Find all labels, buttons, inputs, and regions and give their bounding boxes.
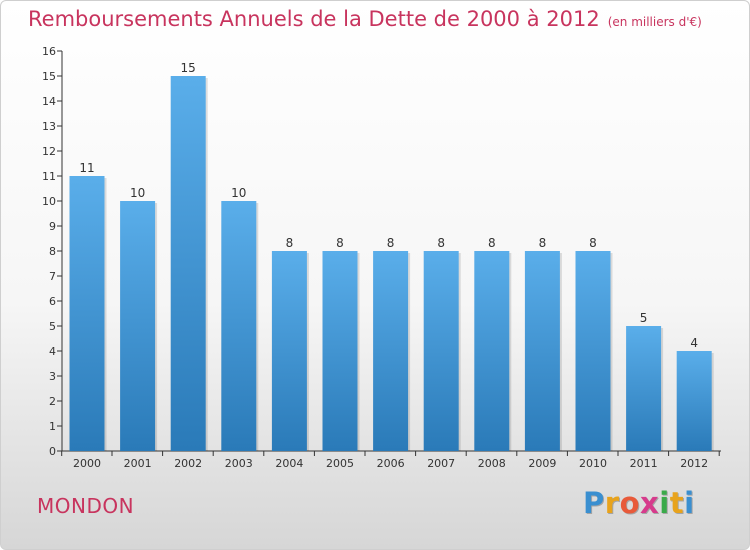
data-label-2000: 11	[79, 161, 94, 175]
data-label-2001: 10	[130, 186, 145, 200]
data-label-2002: 15	[181, 61, 196, 75]
x-tick-label-2006: 2006	[377, 457, 405, 470]
y-tick-label: 1	[49, 420, 56, 433]
y-tick-label: 15	[42, 70, 56, 83]
data-label-2010: 8	[589, 236, 597, 250]
x-tick-label-2003: 2003	[225, 457, 253, 470]
bar-2002	[170, 76, 206, 451]
x-tick-label-2001: 2001	[124, 457, 152, 470]
chart-title-text: Remboursements Annuels de la Dette de 20…	[28, 7, 600, 31]
data-label-2011: 5	[640, 311, 648, 325]
bar-2003	[221, 201, 257, 451]
proxiti-logo[interactable]: Proxiti	[583, 486, 695, 520]
y-tick-label: 11	[42, 170, 56, 183]
x-tick-label-2012: 2012	[680, 457, 708, 470]
y-tick-label: 16	[42, 45, 56, 58]
y-tick-label: 8	[49, 245, 56, 258]
y-tick-label: 13	[42, 120, 56, 133]
y-tick-label: 2	[49, 395, 56, 408]
data-label-2006: 8	[387, 236, 395, 250]
bar-2009	[524, 251, 560, 451]
logo-letter: P	[583, 486, 605, 520]
data-label-2012: 4	[690, 336, 698, 350]
bars: 11 10 15 10 8 8 8 8 8 8 8 5 4	[69, 61, 714, 451]
data-label-2008: 8	[488, 236, 496, 250]
y-tick-label: 3	[49, 370, 56, 383]
x-tick-label-2004: 2004	[275, 457, 303, 470]
y-tick-label: 4	[49, 345, 56, 358]
x-tick-label-2011: 2011	[630, 457, 658, 470]
y-tick-label: 12	[42, 145, 56, 158]
x-tick-label-2007: 2007	[427, 457, 455, 470]
logo-letter: r	[604, 486, 620, 520]
y-tick-label: 9	[49, 220, 56, 233]
data-label-2009: 8	[539, 236, 547, 250]
bar-2007	[423, 251, 459, 451]
data-label-2005: 8	[336, 236, 344, 250]
bar-2004	[271, 251, 307, 451]
chart-subtitle: (en milliers d'€)	[607, 15, 702, 29]
y-tick-label: 14	[42, 95, 56, 108]
bar-2001	[120, 201, 156, 451]
x-tick-label-2002: 2002	[174, 457, 202, 470]
x-tick-label-2009: 2009	[528, 457, 556, 470]
y-tick-label: 6	[49, 295, 56, 308]
logo-letter: i	[659, 486, 670, 520]
x-tick-label-2010: 2010	[579, 457, 607, 470]
x-tick-label-2000: 2000	[73, 457, 101, 470]
bar-2005	[322, 251, 358, 451]
bar-2008	[474, 251, 510, 451]
data-label-2003: 10	[231, 186, 246, 200]
data-label-2007: 8	[437, 236, 445, 250]
logo-letter: t	[669, 486, 685, 520]
bar-2011	[626, 326, 662, 451]
y-tick-label: 7	[49, 270, 56, 283]
logo-letter: o	[619, 486, 641, 520]
bar-2010	[575, 251, 611, 451]
data-label-2004: 8	[286, 236, 294, 250]
x-tick-label-2008: 2008	[478, 457, 506, 470]
y-tick-label: 5	[49, 320, 56, 333]
bar-2000	[69, 176, 105, 451]
y-tick-label: 0	[49, 445, 56, 458]
x-tick-label-2005: 2005	[326, 457, 354, 470]
logo-letter: i	[684, 486, 695, 520]
logo-letter: x	[640, 486, 660, 520]
x-axis: 2000 2001 2002 2003 2004 2005 2006 2007 2008 2009…	[61, 450, 721, 470]
commune-name: MONDON	[37, 494, 135, 518]
bar-2006	[373, 251, 409, 451]
chart-title: Remboursements Annuels de la Dette de 20…	[28, 7, 702, 31]
bar-2012	[676, 351, 712, 451]
y-tick-label: 10	[42, 195, 56, 208]
